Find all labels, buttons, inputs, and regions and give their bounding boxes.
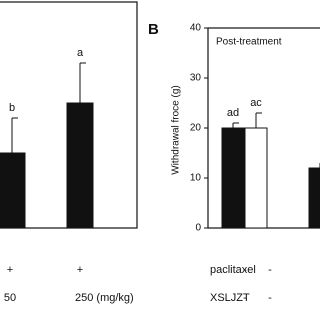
bar	[244, 127, 268, 229]
significance-letter: a	[77, 47, 84, 59]
bar	[221, 127, 245, 229]
row-value: +	[77, 264, 83, 276]
y-tick-label: 20	[190, 123, 202, 134]
bar	[0, 152, 26, 229]
bar	[308, 167, 320, 229]
row-label: XSLJZT	[210, 292, 250, 304]
panel-label: B	[148, 21, 159, 38]
y-tick-label: 0	[195, 223, 201, 234]
row-value: 50	[4, 292, 16, 304]
row-value: +	[7, 264, 13, 276]
y-axis-label: Withdrawal froce (g)	[171, 85, 182, 174]
y-tick-label: 40	[190, 23, 202, 34]
row-value: -	[243, 264, 247, 276]
subtitle: Post-treatment	[216, 37, 282, 48]
significance-letter: ac	[250, 97, 262, 109]
row-value: -	[268, 292, 272, 304]
row-value: -	[243, 292, 247, 304]
row-value: -	[268, 264, 272, 276]
row-value: 250 (mg/kg)	[75, 292, 134, 304]
y-tick-label: 10	[190, 173, 202, 184]
row-label: paclitaxel	[210, 264, 256, 276]
significance-letter: b	[9, 102, 15, 114]
panel-a-frame	[0, 1, 138, 229]
significance-letter: ad	[227, 107, 239, 119]
bar	[66, 102, 94, 229]
y-tick-label: 30	[190, 73, 202, 84]
